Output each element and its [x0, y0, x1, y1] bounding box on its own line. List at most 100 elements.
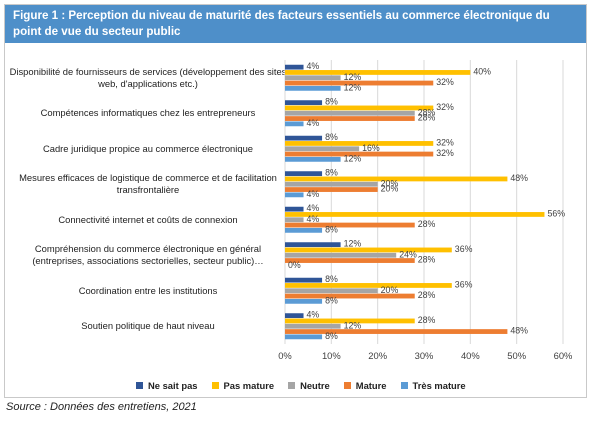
bar — [285, 85, 341, 91]
bar — [285, 217, 304, 223]
data-label: 8% — [325, 274, 338, 284]
bar — [285, 187, 378, 192]
legend-item: Ne sait pas — [136, 380, 198, 391]
data-label: 32% — [436, 137, 454, 147]
bar — [285, 318, 415, 324]
legend-item: Pas mature — [211, 380, 275, 391]
data-label: 28% — [418, 113, 436, 123]
data-label: 40% — [473, 66, 491, 76]
data-label: 0% — [288, 260, 301, 270]
legend-item: Très mature — [400, 380, 466, 391]
data-label: 28% — [418, 107, 436, 117]
bar — [285, 141, 434, 146]
bar — [285, 288, 378, 294]
category-label: Compréhension du commerce électronique e… — [32, 243, 264, 267]
source-note: Source : Données des entretiens, 2021 — [6, 401, 197, 413]
legend-swatch — [400, 382, 408, 389]
x-tick-label: 60% — [554, 350, 573, 361]
data-label: 28% — [418, 290, 436, 300]
bar — [285, 329, 508, 334]
bar — [285, 80, 434, 86]
data-label: 12% — [344, 72, 362, 82]
bar — [285, 313, 304, 319]
bar — [285, 258, 415, 263]
data-label: 16% — [362, 143, 380, 153]
bar — [285, 323, 341, 329]
legend-item: Mature — [343, 380, 387, 391]
bar — [285, 222, 415, 228]
data-label: 8% — [325, 132, 338, 142]
data-label: 8% — [325, 224, 338, 234]
bar — [285, 171, 323, 177]
x-tick-label: 10% — [322, 350, 341, 361]
bar — [285, 247, 452, 253]
data-label: 32% — [436, 148, 454, 158]
bar — [285, 212, 545, 217]
legend-label: Ne sait pas — [148, 380, 198, 391]
legend-label: Neutre — [300, 380, 330, 391]
x-tick-label: 0% — [278, 350, 292, 361]
bar — [285, 105, 434, 111]
x-tick-label: 20% — [368, 350, 387, 361]
data-label: 8% — [325, 295, 338, 305]
category-label: Cadre juridique propice au commerce élec… — [42, 142, 253, 154]
legend-swatch — [288, 382, 296, 389]
bar — [285, 116, 415, 121]
x-tick-label: 40% — [461, 350, 480, 361]
category-label: Disponibilité de fournisseurs de service… — [9, 65, 287, 89]
data-label: 36% — [455, 279, 473, 289]
legend-swatch — [343, 382, 351, 389]
category-label: Connectivité internet et coûts de connex… — [58, 213, 238, 225]
legend-swatch — [211, 382, 219, 389]
legend-swatch — [136, 382, 143, 389]
category-label: Compétences informatiques chez les entre… — [40, 107, 256, 119]
data-label: 8% — [325, 97, 338, 107]
data-label: 20% — [381, 178, 399, 188]
bar — [285, 151, 434, 157]
bar — [285, 206, 304, 212]
data-label: 12% — [344, 153, 362, 163]
bar — [285, 242, 341, 248]
data-label: 20% — [381, 285, 399, 295]
legend-item: Neutre — [288, 380, 330, 391]
data-label: 56% — [547, 208, 565, 218]
bar — [285, 75, 341, 81]
bar — [285, 277, 323, 283]
data-label: 36% — [455, 244, 473, 254]
x-tick-label: 50% — [507, 350, 526, 361]
data-label: 12% — [344, 82, 362, 92]
figure-title: Figure 1 : Perception du niveau de matur… — [13, 9, 550, 38]
bar — [285, 146, 360, 152]
bar — [285, 64, 304, 70]
bar — [285, 176, 508, 182]
category-label: Coordination entre les institutions — [78, 284, 218, 296]
category-label: Soutien politique de haut niveau — [81, 320, 215, 332]
data-label: 4% — [307, 118, 320, 128]
data-label: 32% — [436, 102, 454, 112]
data-label: 4% — [307, 310, 320, 320]
legend-label: Pas mature — [223, 380, 275, 391]
bar — [285, 192, 304, 198]
data-label: 28% — [418, 315, 436, 325]
data-label: 8% — [325, 168, 338, 178]
data-label: 12% — [344, 239, 362, 249]
bar — [285, 121, 304, 127]
data-label: 8% — [325, 331, 338, 341]
bar — [285, 156, 341, 162]
bar — [285, 110, 415, 116]
chart-legend: Ne sait pas Pas mature Neutre Mature Très ma… — [136, 376, 480, 394]
legend-label: Très mature — [412, 380, 466, 391]
bar — [285, 181, 378, 187]
bar — [285, 293, 415, 299]
data-label: 4% — [307, 189, 320, 199]
data-label: 12% — [344, 320, 362, 330]
data-label: 48% — [510, 173, 528, 183]
data-label: 4% — [307, 61, 320, 71]
x-tick-label: 30% — [415, 350, 434, 361]
bar — [285, 334, 323, 340]
legend-label: Mature — [355, 380, 387, 391]
category-label: Mesures efficaces de logistique de comme… — [19, 172, 277, 196]
title-banner: Figure 1 : Perception du niveau de matur… — [5, 5, 586, 43]
data-label: 28% — [418, 255, 436, 265]
